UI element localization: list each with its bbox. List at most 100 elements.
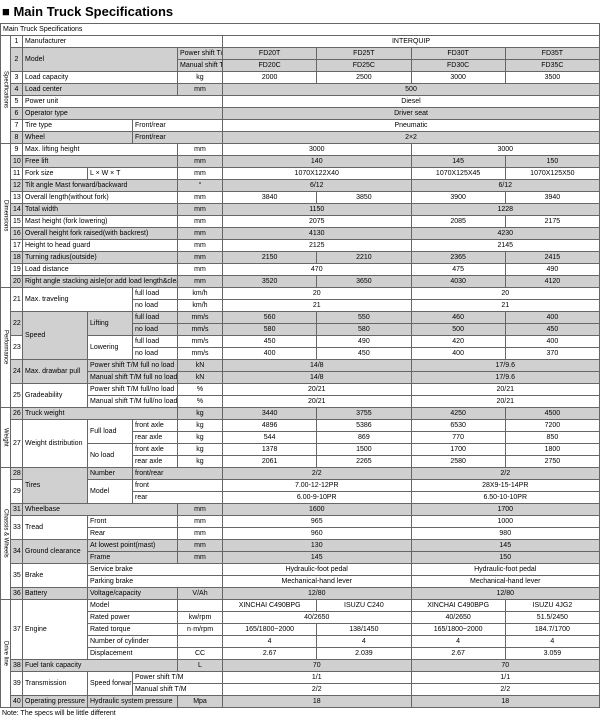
cell: 450 (317, 348, 411, 360)
cell: 20/21 (223, 396, 412, 408)
cell: no load (133, 324, 178, 336)
unit: mm (178, 504, 223, 516)
cell: 1700 (411, 444, 505, 456)
cell: 2000 (223, 72, 317, 84)
cell: Driver seat (223, 108, 600, 120)
cell: Hydraulic-foot pedal (223, 564, 412, 576)
row-label: Tires (23, 468, 88, 504)
cell: 400 (505, 336, 599, 348)
cell: 420 (411, 336, 505, 348)
cell: 3000 (411, 144, 600, 156)
row-num: 19 (11, 264, 23, 276)
cell: Power shift T/M (178, 48, 223, 60)
cell: 4120 (505, 276, 599, 288)
cell: XINCHAI C490BPG (411, 600, 505, 612)
cell: FD20C (223, 60, 317, 72)
row-num: 23 (11, 336, 23, 360)
cell: Number (88, 468, 133, 480)
cell: 3940 (505, 192, 599, 204)
cell: Lifting (88, 312, 133, 336)
row-label: Operator type (23, 108, 223, 120)
cell: rear (133, 492, 223, 504)
cell: 2210 (317, 252, 411, 264)
row-num: 39 (11, 672, 23, 696)
cell: full load (133, 312, 178, 324)
cell: Manual shift T/M full/no load (88, 396, 178, 408)
unit: mm/s (178, 348, 223, 360)
cell: 2/2 (411, 684, 600, 696)
cell: 3.059 (505, 648, 599, 660)
cell: Manual shift T/M (133, 684, 223, 696)
cell: 18 (223, 696, 412, 708)
cell: Parking brake (88, 576, 223, 588)
cell: 40/2650 (223, 612, 412, 624)
footnote: Note: The specs will be little different (0, 708, 600, 719)
row-num: 21 (11, 288, 23, 312)
row-num: 29 (11, 480, 23, 504)
cell: 4230 (411, 228, 600, 240)
row-num: 31 (11, 504, 23, 516)
cell: 6.00-9-10PR (223, 492, 412, 504)
unit: kg (178, 444, 223, 456)
row-num: 16 (11, 228, 23, 240)
cell: 2415 (505, 252, 599, 264)
cell: front axle (133, 444, 178, 456)
cell: 3755 (317, 408, 411, 420)
row-label: Weight distribution (23, 420, 88, 468)
cell: 450 (505, 324, 599, 336)
row-label: Mast height (fork lowering) (23, 216, 178, 228)
section-dim: Dimensions (1, 144, 11, 288)
cell: 965 (223, 516, 412, 528)
cell: 70 (411, 660, 600, 672)
cell: 2/2 (411, 468, 600, 480)
cell: front/rear (133, 468, 223, 480)
row-num: 5 (11, 96, 23, 108)
cell: 145 (411, 540, 600, 552)
row-num: 26 (11, 408, 23, 420)
cell: 12/80 (223, 588, 412, 600)
unit: L (178, 660, 223, 672)
row-num: 4 (11, 84, 23, 96)
cell: 869 (317, 432, 411, 444)
unit: mm (178, 144, 223, 156)
unit: mm (178, 540, 223, 552)
cell: 20 (411, 288, 600, 300)
cell: 130 (223, 540, 412, 552)
cell: full load (133, 336, 178, 348)
cell: 500 (223, 84, 600, 96)
cell: 17/9.6 (411, 372, 600, 384)
row-num: 25 (11, 384, 23, 408)
cell: 17/9.6 (411, 360, 600, 372)
cell: Hydraulic system pressure (88, 696, 178, 708)
row-num: 12 (11, 180, 23, 192)
cell: Power shift T/M (133, 672, 223, 684)
unit: km/h (178, 300, 223, 312)
cell: 2500 (317, 72, 411, 84)
cell: 51.5/2450 (505, 612, 599, 624)
unit: ° (178, 180, 223, 192)
spec-table: Main Truck Specifications Specifications… (0, 23, 600, 708)
cell: FD20T (223, 48, 317, 60)
cell: 2/2 (223, 684, 412, 696)
row-num: 9 (11, 144, 23, 156)
unit: mm (178, 204, 223, 216)
cell: Model (88, 480, 133, 504)
unit: kg (178, 408, 223, 420)
row-label: Wheel (23, 132, 133, 144)
cell: 165/1800~2000 (223, 624, 317, 636)
cell: Rated torque (88, 624, 178, 636)
row-num: 17 (11, 240, 23, 252)
cell: FD35C (505, 60, 599, 72)
page-title: Main Truck Specifications (0, 0, 600, 23)
cell: FD30T (411, 48, 505, 60)
cell: 7200 (505, 420, 599, 432)
table-header: Main Truck Specifications (1, 24, 600, 36)
unit: % (178, 396, 223, 408)
unit: kN (178, 372, 223, 384)
cell: 4130 (223, 228, 412, 240)
cell: 1378 (223, 444, 317, 456)
cell: 1070X122X40 (223, 168, 412, 180)
section-wt: Weight (1, 408, 11, 468)
cell: 580 (223, 324, 317, 336)
row-num: 15 (11, 216, 23, 228)
